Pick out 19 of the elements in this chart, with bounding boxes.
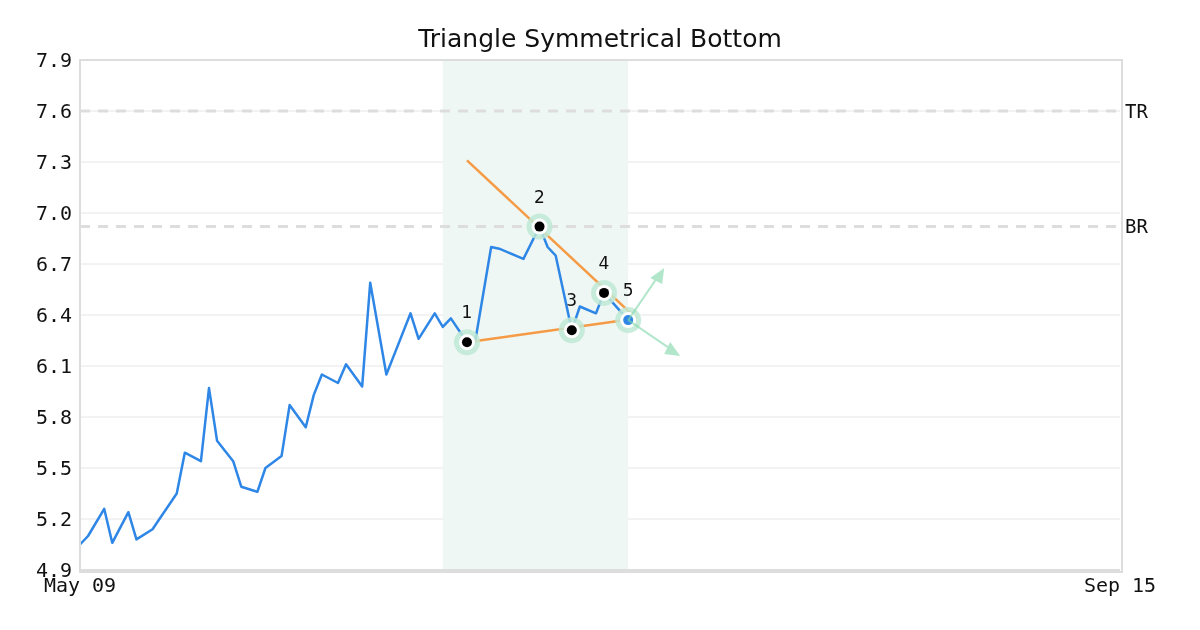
x-tick-label: Sep 15 [1083,573,1157,598]
annotation: 1 [461,302,473,323]
y-tick-label: 7.6 [35,99,72,124]
annotation: 5 [622,280,634,301]
annotation: 4 [598,252,610,273]
y-tick-label: 5.5 [35,456,72,481]
annotation: 2 [534,186,545,207]
y-tick-label: 5.2 [35,507,72,532]
y-tick-label: 5.8 [35,405,72,430]
y-tick-label: 7.0 [35,201,72,226]
ref-line-label: TR [1125,99,1149,122]
chart-title: Triangle Symmetrical Bottom [418,24,782,53]
ref-line-label: BR [1125,215,1149,238]
y-tick-label: 7.3 [35,150,72,175]
y-tick-label: 6.1 [35,354,72,379]
y-tick-label: 7.9 [35,48,72,73]
y-tick-label: 6.7 [35,252,72,277]
y-tick-label: 6.4 [35,303,72,328]
annotation: 3 [566,290,578,311]
